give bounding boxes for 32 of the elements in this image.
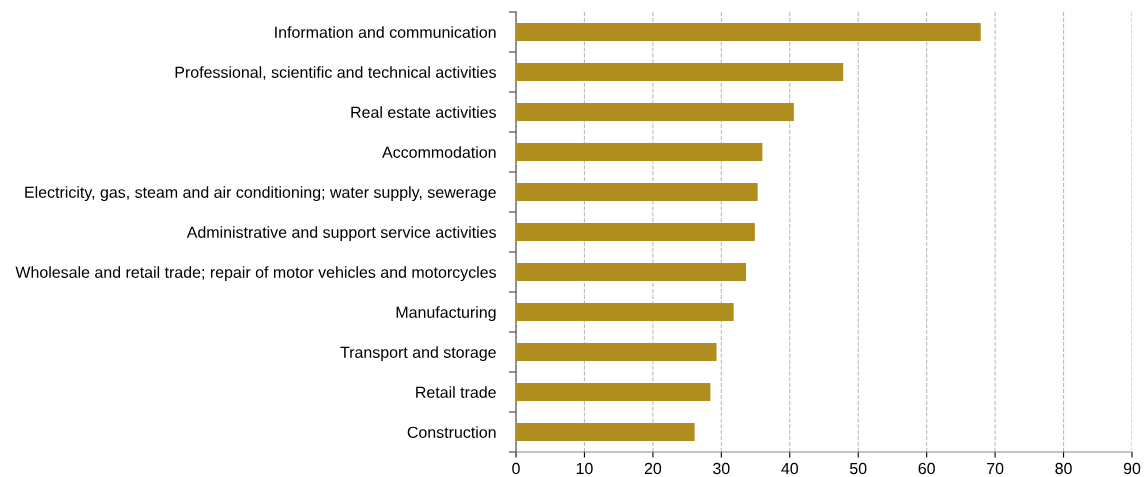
y-tick-label: Electricity, gas, steam and air conditioning; water supply, sewerage (25, 186, 496, 202)
y-tick-label: Manufacturing (396, 306, 496, 322)
bar (516, 223, 755, 241)
y-tick-label: Real estate activities (351, 106, 496, 118)
y-tick-label: Retail trade (416, 386, 496, 398)
x-tick-label: 30 (713, 462, 730, 475)
y-tick-label: Construction (407, 426, 496, 438)
bar (516, 263, 746, 281)
x-tick-label: 0 (512, 462, 520, 475)
bar (516, 23, 981, 41)
y-tick-label: Wholesale and retail trade; repair of motor vehicles and motorcycles (15, 266, 497, 282)
y-tick-label: Information and communication (275, 26, 496, 38)
bar (516, 103, 794, 121)
y-tick-label: Administrative and support service activities (186, 226, 496, 242)
bar (516, 63, 844, 81)
y-tick-label: Accommodation (382, 146, 496, 158)
y-tick-label: Professional, scientific and technical activities (175, 66, 496, 80)
bar (516, 183, 758, 201)
y-tick-label: Transport and storage (340, 346, 496, 362)
x-tick-label: 50 (849, 462, 867, 475)
bar (516, 423, 695, 441)
bar (516, 383, 711, 401)
bar (516, 143, 763, 161)
x-tick-label: 20 (644, 462, 662, 475)
x-tick-label: 10 (576, 462, 593, 475)
bar (516, 303, 734, 321)
x-tick-label: 90 (1123, 462, 1141, 475)
x-tick-label: 80 (1055, 462, 1072, 475)
x-tick-label: 70 (987, 462, 1004, 475)
x-tick-label: 60 (918, 462, 935, 475)
bar (516, 343, 717, 361)
x-tick-label: 40 (781, 462, 799, 475)
